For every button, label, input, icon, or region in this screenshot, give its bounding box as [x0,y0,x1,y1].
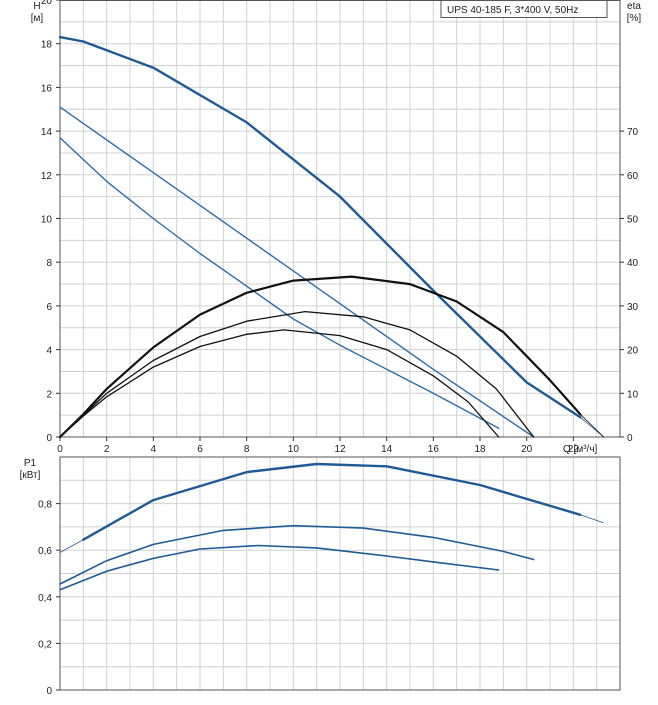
y-tick-label: 0,8 [38,500,52,511]
x-tick-label: 20 [521,444,533,455]
y-tick-label: 10 [41,215,53,226]
series-tail-line [580,514,604,524]
head-panel: 0 2 4 6 8 10 12 14 16 18 20 0 10 20 30 40 50 60 70 0 2 4 6 8 10 1… [31,0,642,455]
x-tick-label: 14 [381,444,393,455]
y2-axis-unit: [%] [627,13,642,24]
plot-frame [59,456,621,691]
y-tick-label: 0,6 [38,546,52,557]
y-tick-label: 8 [46,258,52,269]
y2-tick-label: 20 [627,346,639,357]
power-panel: 0 0,2 0,4 0,6 0,8 P1[кВт] [20,456,621,697]
power-curve-line [59,544,500,591]
y-tick-label: 0 [46,686,52,697]
y-tick-label: 6 [46,302,52,313]
head-curve-line [58,35,582,419]
y-axis-title: H [33,1,40,12]
efficiency-curve-line [58,275,582,439]
series-head-line [59,539,84,553]
x-axis-label: Q [м³/ч] [563,444,598,455]
y2-tick-label: 40 [627,258,639,269]
y2-tick-label: 30 [627,302,639,313]
x-tick-label: 2 [104,444,110,455]
y-tick-label: 12 [41,171,53,182]
x-tick-label: 12 [334,444,346,455]
x-tick-label: 6 [197,444,203,455]
efficiency-curve-line [59,310,535,438]
x-tick-label: 10 [288,444,300,455]
y2-tick-label: 60 [627,171,639,182]
legend-label: UPS 40-185 F, 3*400 V, 50Hz [447,5,578,16]
y-tick-label: 14 [41,127,53,138]
x-tick-label: 18 [474,444,486,455]
y-tick-label: 4 [46,346,52,357]
efficiency-curve-line [59,329,500,438]
y2-tick-label: 10 [627,389,639,400]
y-tick-label: 20 [41,0,53,7]
x-tick-label: 4 [151,444,157,455]
y-axis-unit: [кВт] [20,470,41,481]
x-tick-label: 22 [568,444,580,455]
legend-box [440,0,608,18]
head-curve-line [59,137,500,429]
x-tick-label: 8 [244,444,250,455]
power-curve-line [59,524,535,585]
y-tick-label: 0,2 [38,639,52,650]
y2-tick-label: 70 [627,127,639,138]
y-tick-label: 0 [46,433,52,444]
y-tick-label: 16 [41,83,53,94]
y2-tick-label: 0 [627,433,633,444]
x-tick-label: 0 [57,444,63,455]
y2-tick-label: 50 [627,215,639,226]
y-tick-label: 18 [41,40,53,51]
y-axis-unit: [м] [31,13,44,24]
y-tick-label: 0,4 [38,593,52,604]
y-axis-title: P1 [24,458,37,469]
y2-axis-title: eta [627,1,641,12]
y-tick-label: 2 [46,389,52,400]
series-tail-line [579,413,605,438]
head-curve-line [59,106,535,438]
x-tick-label: 16 [428,444,440,455]
power-curve-line [82,462,582,541]
